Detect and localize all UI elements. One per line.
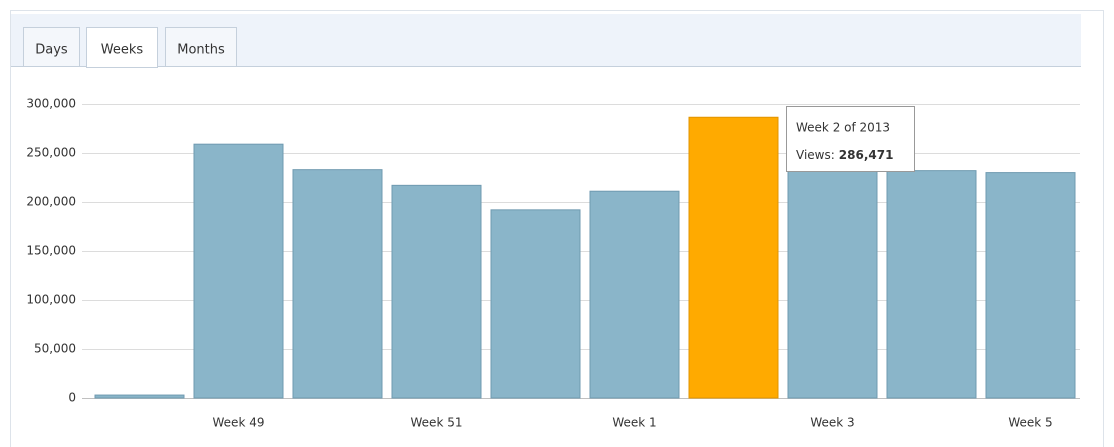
y-tick-label: 300,000 — [26, 97, 76, 111]
tab[interactable]: Days — [23, 27, 80, 67]
tab-background — [86, 27, 158, 68]
tab-label: Months — [177, 43, 225, 58]
bar — [985, 172, 1076, 399]
tab-label: Days — [35, 43, 68, 58]
y-tick-label: 200,000 — [26, 195, 76, 209]
tooltip-title: Week 2 of 2013 — [796, 121, 890, 135]
x-tick-label: Week 3 — [810, 416, 854, 430]
y-tick-label: 50,000 — [34, 342, 76, 356]
x-tick-label: Week 49 — [213, 416, 265, 430]
tab-label: Weeks — [101, 43, 144, 58]
bar — [193, 143, 284, 399]
tooltip-value: 286,471 — [839, 148, 894, 162]
y-tick-label: 150,000 — [26, 244, 76, 258]
bar — [391, 184, 482, 399]
tooltip-label: Views: — [796, 148, 835, 162]
bar — [292, 169, 383, 399]
bar — [688, 116, 779, 399]
bar — [589, 190, 680, 399]
tooltip: Week 2 of 2013 Views: 286,471 — [786, 106, 915, 172]
x-tick-label: Week 1 — [612, 416, 656, 430]
x-tick-label: Week 51 — [411, 416, 463, 430]
bar — [787, 170, 878, 399]
tooltip-text: Views: 286,471 — [796, 148, 893, 162]
tab-background — [165, 27, 237, 67]
tab[interactable]: Weeks — [86, 27, 158, 68]
tab-background — [23, 27, 80, 67]
y-tick-label: 100,000 — [26, 293, 76, 307]
y-tick-label: 250,000 — [26, 146, 76, 160]
tooltip-box — [786, 106, 915, 172]
tab[interactable]: Months — [165, 27, 237, 67]
bar — [490, 209, 581, 399]
y-tick-label: 0 — [68, 391, 76, 405]
bar — [886, 170, 977, 399]
bar — [94, 394, 185, 399]
x-tick-label: Week 5 — [1008, 416, 1052, 430]
